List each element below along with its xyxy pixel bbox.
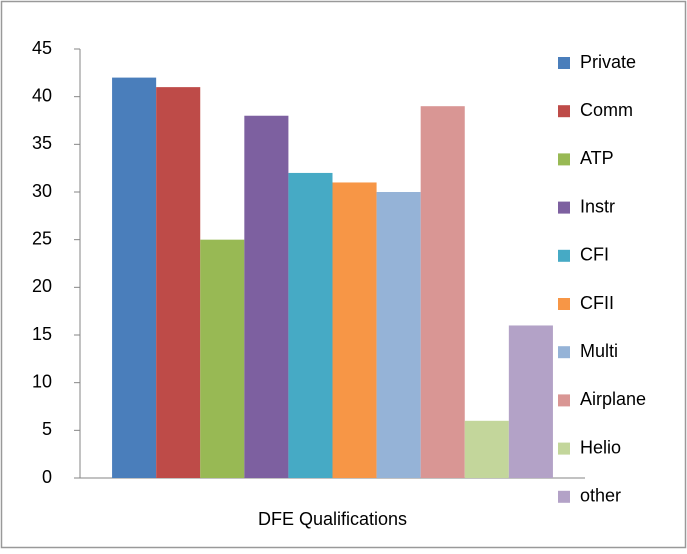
bar xyxy=(332,182,377,478)
y-tick-label: 25 xyxy=(32,228,52,248)
legend-label: Helio xyxy=(580,437,621,457)
y-tick-label: 45 xyxy=(32,38,52,58)
legend-swatch xyxy=(558,346,570,359)
legend-swatch xyxy=(558,105,570,118)
legend-swatch xyxy=(558,442,570,455)
y-tick-label: 15 xyxy=(32,324,52,344)
bar xyxy=(200,239,245,478)
y-tick-label: 0 xyxy=(42,467,52,487)
legend-swatch xyxy=(558,298,570,310)
y-tick-label: 10 xyxy=(32,371,52,391)
legend-swatch xyxy=(558,490,570,503)
legend-label: Private xyxy=(580,52,636,72)
legend-label: CFI xyxy=(580,245,609,265)
bar xyxy=(508,325,553,478)
bar xyxy=(112,77,157,478)
legend-label: CFII xyxy=(580,293,614,313)
legend-label: ATP xyxy=(580,148,614,168)
legend-swatch xyxy=(558,201,570,214)
bar xyxy=(288,172,333,478)
bar xyxy=(464,420,509,478)
legend-swatch xyxy=(558,249,570,262)
legend-swatch xyxy=(558,57,570,69)
y-tick-label: 20 xyxy=(32,276,52,296)
legend-label: Instr xyxy=(580,196,615,216)
legend-swatch xyxy=(558,153,570,166)
y-tick-label: 5 xyxy=(42,419,52,439)
y-tick-label: 30 xyxy=(32,181,52,201)
legend-label: Comm xyxy=(580,100,633,120)
bar xyxy=(376,192,421,478)
bar xyxy=(156,87,201,478)
legend-label: other xyxy=(580,486,621,506)
legend-label: Multi xyxy=(580,341,618,361)
y-tick-label: 40 xyxy=(32,85,52,105)
x-tick-label: DFE Qualifications xyxy=(258,509,407,529)
bar xyxy=(420,106,465,478)
y-tick-label: 35 xyxy=(32,133,52,153)
legend-swatch xyxy=(558,394,570,407)
bar xyxy=(244,115,289,478)
legend-label: Airplane xyxy=(580,389,646,409)
